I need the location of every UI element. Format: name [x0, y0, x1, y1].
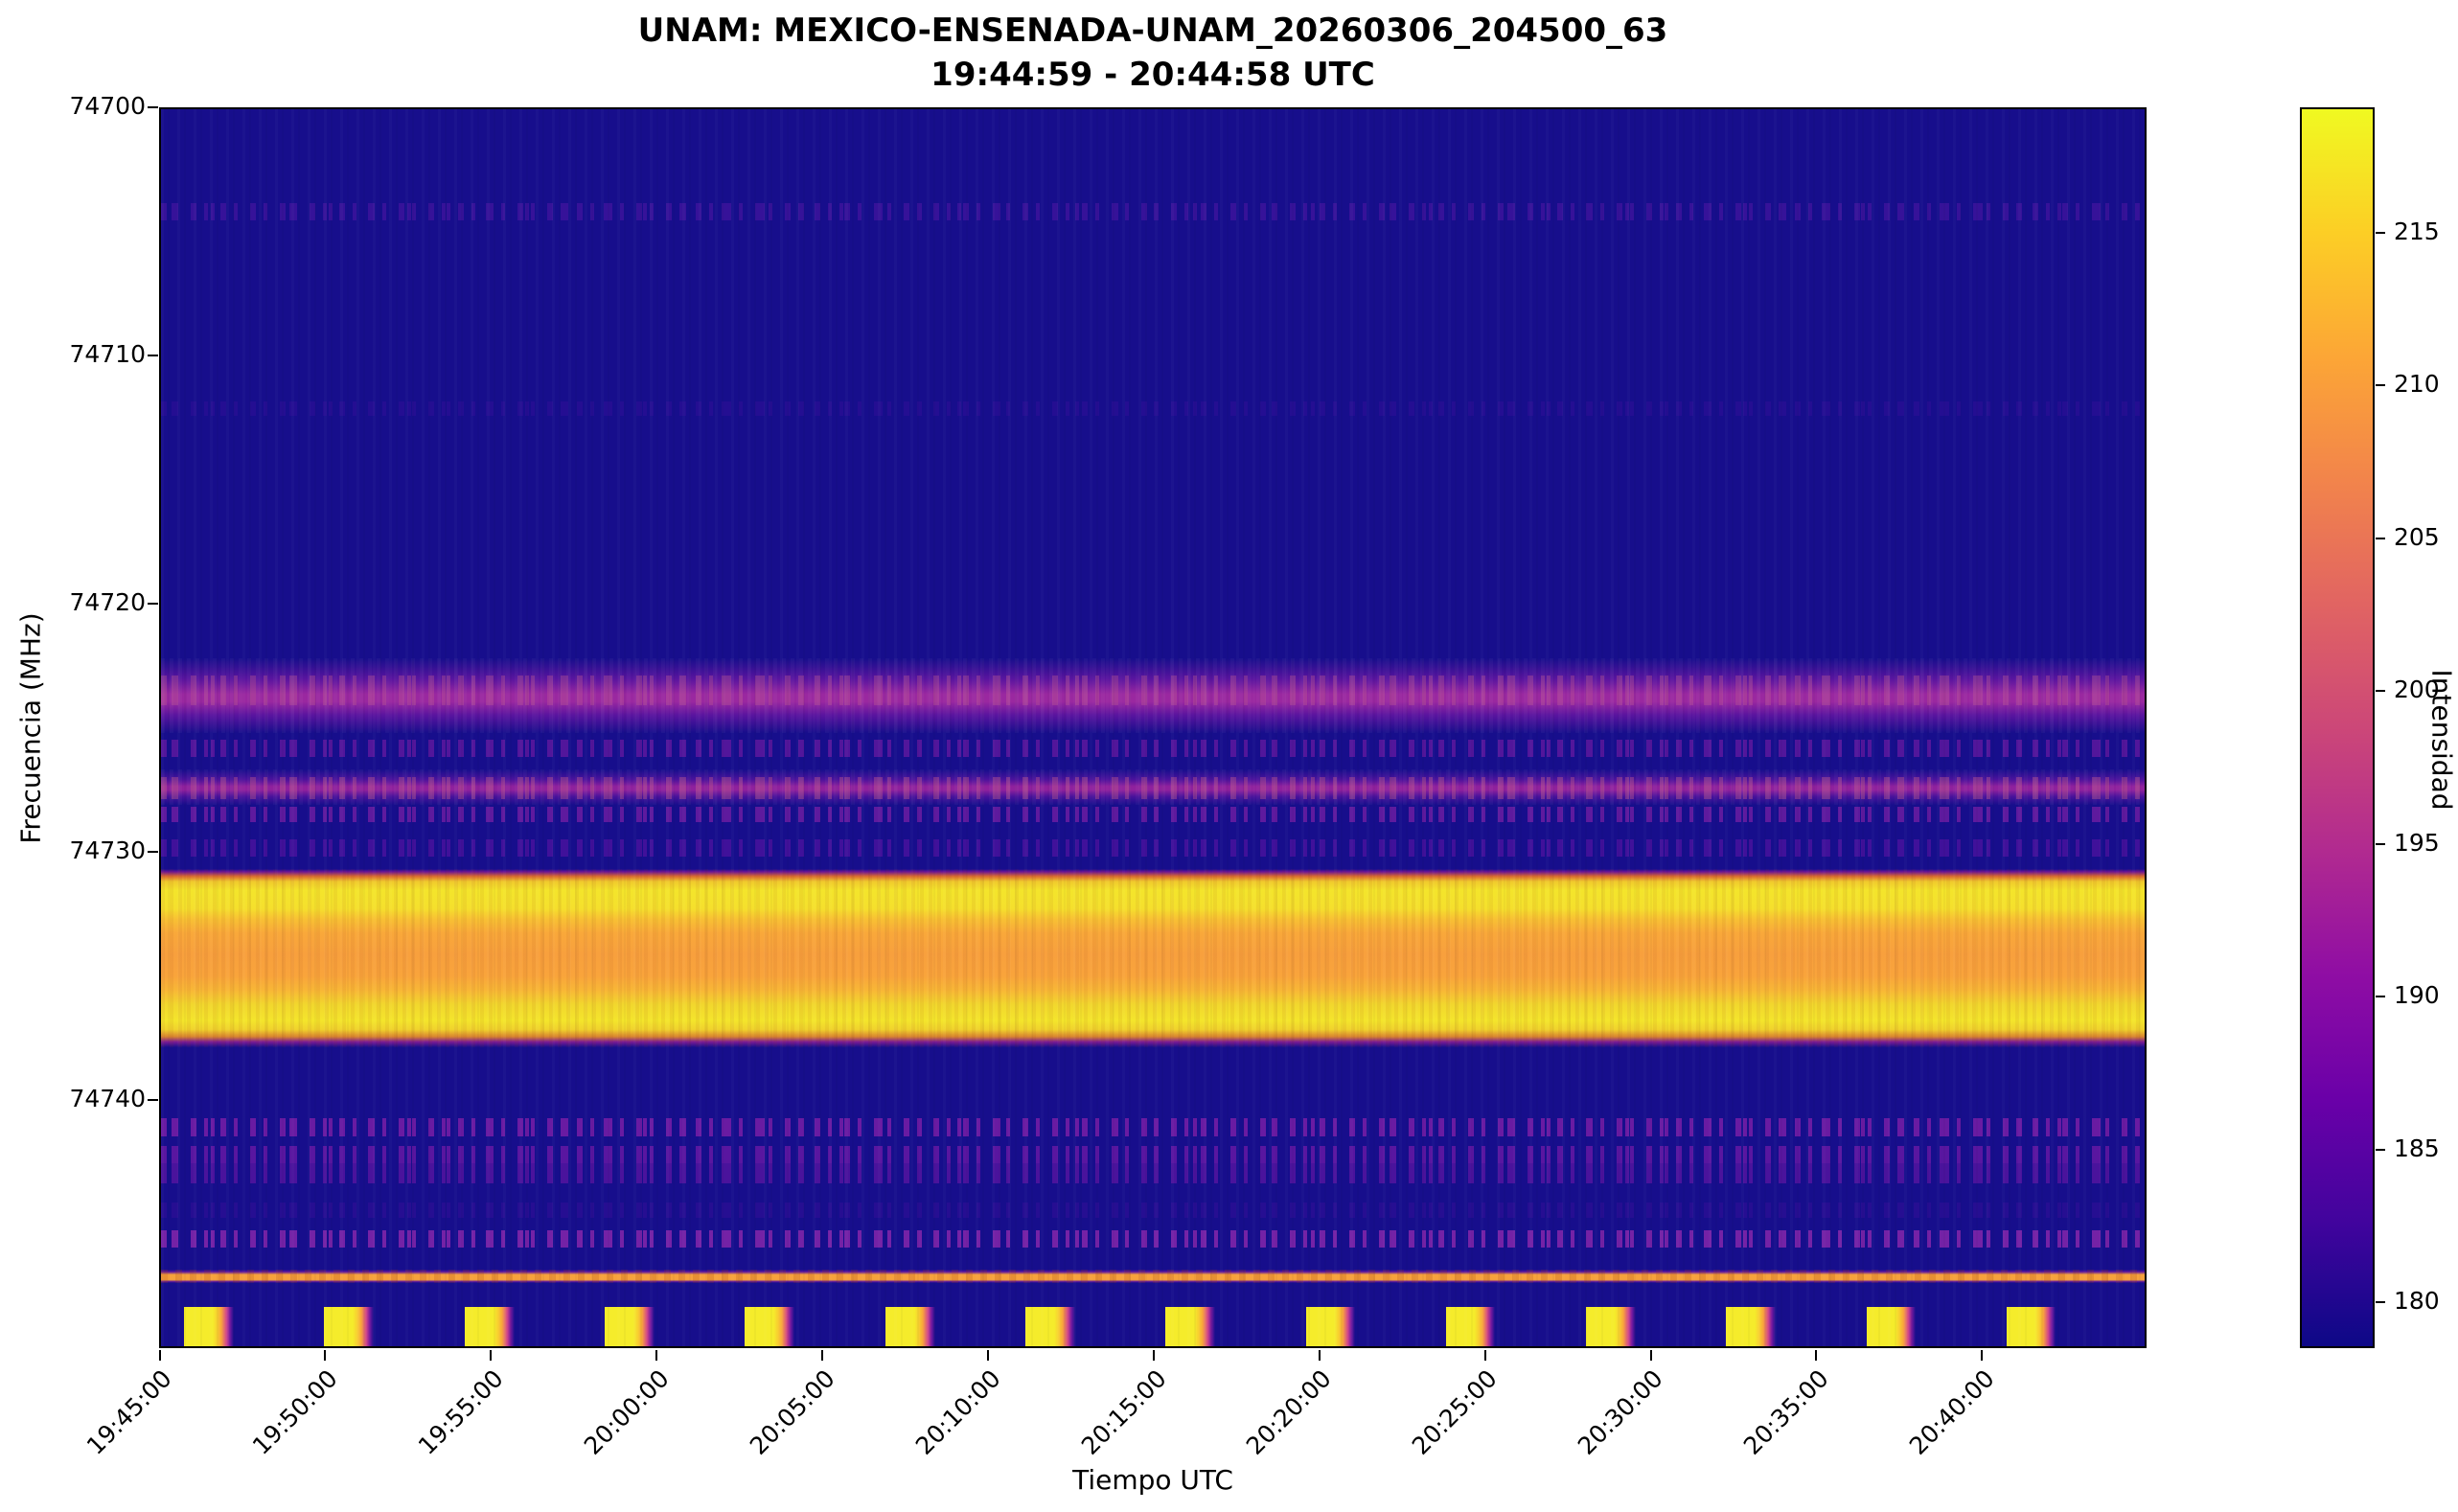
y-tick-label: 74700: [69, 92, 146, 120]
calibration-pulse: [1866, 1306, 1917, 1346]
frequency-band: [161, 838, 2145, 857]
x-tick-label: 19:50:00: [247, 1364, 343, 1460]
x-tick-mark: [158, 1350, 161, 1361]
frequency-band: [161, 658, 2145, 733]
frequency-band: [161, 1203, 2145, 1218]
frequency-band: [161, 203, 2145, 221]
colorbar-tick-label: 190: [2394, 981, 2440, 1010]
colorbar-tick-label: 205: [2394, 522, 2440, 551]
x-tick-label: 20:15:00: [1075, 1364, 1172, 1460]
colorbar-tick-label: 185: [2394, 1134, 2440, 1162]
chart-subtitle-time-range: 19:44:59 - 20:44:58 UTC: [930, 56, 1375, 94]
frequency-band: [161, 676, 2145, 706]
frequency-band: [161, 807, 2145, 822]
x-tick-mark: [986, 1350, 989, 1361]
x-tick-mark: [324, 1350, 327, 1361]
x-tick-mark: [1318, 1350, 1321, 1361]
y-tick-mark: [148, 851, 158, 853]
colorbar-tick-label: 210: [2394, 370, 2440, 399]
calibration-pulse: [1726, 1306, 1777, 1346]
calibration-pulse: [605, 1306, 655, 1346]
calibration-pulse: [1445, 1306, 1496, 1346]
y-tick-label: 74740: [69, 1085, 146, 1112]
calibration-pulse: [745, 1306, 794, 1346]
x-tick-mark: [1152, 1350, 1155, 1361]
x-tick-label: 20:20:00: [1241, 1364, 1338, 1460]
colorbar-tick-label: 200: [2394, 676, 2440, 704]
frequency-band: [161, 401, 2145, 417]
x-tick-label: 20:10:00: [909, 1364, 1006, 1460]
calibration-pulse: [464, 1306, 515, 1346]
x-tick-mark: [1981, 1350, 1984, 1361]
chart-title: UNAM: MEXICO-ENSENADA-UNAM_20260306_2045…: [637, 11, 1668, 50]
frequency-band: [161, 868, 2145, 1047]
x-tick-mark: [1815, 1350, 1818, 1361]
x-tick-mark: [655, 1350, 658, 1361]
colorbar-tick-label: 195: [2394, 828, 2440, 857]
calibration-pulse: [184, 1306, 234, 1346]
y-tick-label: 74710: [69, 340, 146, 368]
y-tick-mark: [148, 1099, 158, 1101]
frequency-band: [161, 1118, 2145, 1136]
colorbar-tick-mark: [2376, 1301, 2385, 1304]
x-tick-label: 20:30:00: [1573, 1364, 1669, 1460]
x-tick-mark: [821, 1350, 824, 1361]
y-tick-label: 74730: [69, 836, 146, 864]
colorbar: [2300, 107, 2375, 1348]
calibration-pulse: [1585, 1306, 1636, 1346]
x-tick-label: 20:35:00: [1737, 1364, 1834, 1460]
colorbar-tick-mark: [2376, 231, 2385, 234]
x-tick-label: 20:25:00: [1407, 1364, 1504, 1460]
y-tick-mark: [148, 355, 158, 356]
calibration-pulse: [1024, 1306, 1075, 1346]
colorbar-tick-label: 180: [2394, 1287, 2440, 1316]
x-tick-mark: [1483, 1350, 1486, 1361]
spectrogram-plot-area: [159, 107, 2147, 1348]
x-tick-label: 20:05:00: [744, 1364, 840, 1460]
colorbar-tick-mark: [2376, 842, 2385, 845]
frequency-band: [161, 1145, 2145, 1163]
colorbar-tick-mark: [2376, 537, 2385, 539]
y-tick-mark: [148, 106, 158, 108]
y-tick-label: 74720: [69, 588, 146, 616]
colorbar-tick-mark: [2376, 384, 2385, 387]
y-axis-label: Frecuencia (MHz): [14, 612, 47, 844]
colorbar-tick-mark: [2376, 1148, 2385, 1151]
x-tick-mark: [1649, 1350, 1652, 1361]
x-tick-label: 20:40:00: [1903, 1364, 2000, 1460]
x-axis-label: Tiempo UTC: [1072, 1464, 1233, 1496]
calibration-pulse: [1305, 1306, 1356, 1346]
colorbar-tick-mark: [2376, 996, 2385, 998]
frequency-band: [161, 777, 2145, 800]
calibration-pulse: [884, 1306, 935, 1346]
colorbar-tick-mark: [2376, 690, 2385, 693]
colorbar-tick-label: 215: [2394, 217, 2440, 245]
calibration-pulse: [324, 1306, 374, 1346]
calibration-pulse: [2006, 1306, 2056, 1346]
frequency-band: [161, 1229, 2145, 1248]
frequency-band: [161, 1162, 2145, 1183]
y-tick-mark: [148, 603, 158, 605]
x-tick-label: 20:00:00: [578, 1364, 675, 1460]
x-tick-label: 19:45:00: [81, 1364, 178, 1460]
x-tick-mark: [490, 1350, 493, 1361]
frequency-band: [161, 1269, 2145, 1284]
calibration-pulse: [1164, 1306, 1215, 1346]
x-tick-label: 19:55:00: [412, 1364, 509, 1460]
frequency-band: [161, 769, 2145, 805]
frequency-band: [161, 740, 2145, 758]
